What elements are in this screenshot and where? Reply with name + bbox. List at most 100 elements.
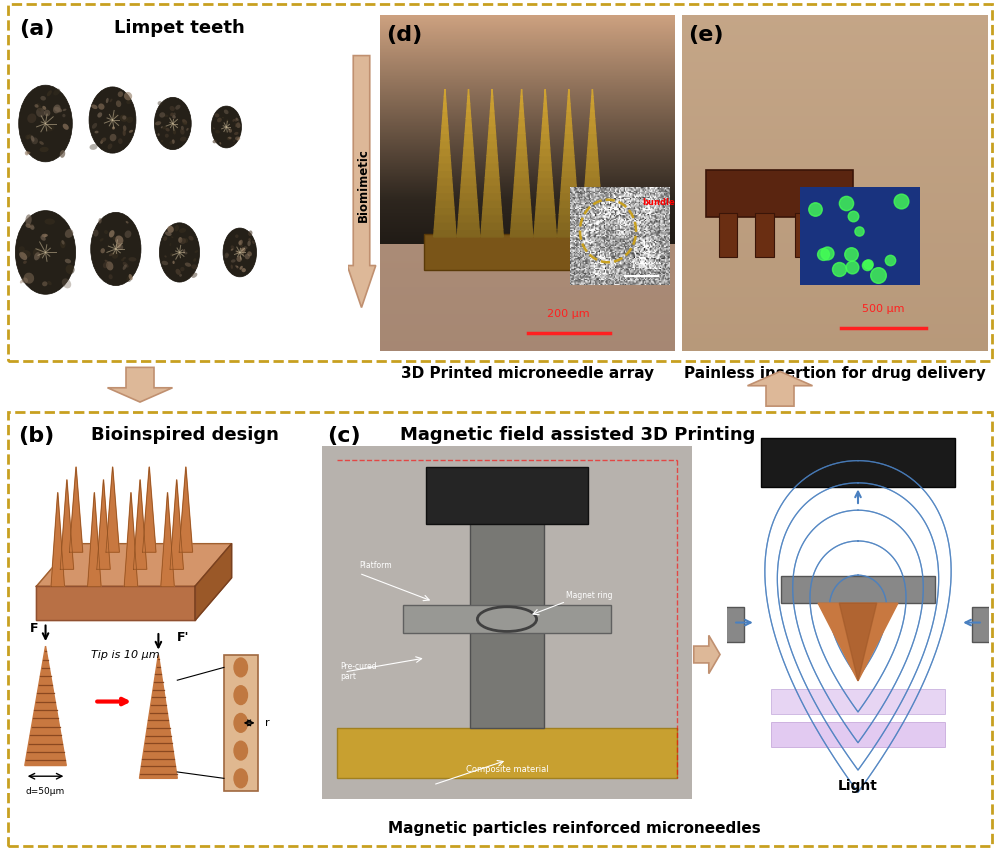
Ellipse shape: [47, 125, 54, 132]
Polygon shape: [124, 492, 138, 586]
Ellipse shape: [20, 280, 23, 284]
Ellipse shape: [123, 125, 126, 131]
Polygon shape: [36, 544, 232, 586]
Ellipse shape: [40, 235, 46, 241]
Ellipse shape: [42, 234, 48, 237]
Polygon shape: [441, 133, 449, 141]
Ellipse shape: [236, 122, 241, 128]
Polygon shape: [436, 200, 454, 207]
Polygon shape: [69, 467, 83, 552]
Ellipse shape: [157, 133, 160, 136]
Polygon shape: [588, 133, 596, 141]
Ellipse shape: [62, 279, 71, 288]
Polygon shape: [442, 119, 448, 126]
Circle shape: [234, 769, 247, 788]
Circle shape: [234, 658, 247, 677]
Ellipse shape: [66, 264, 75, 275]
Polygon shape: [51, 492, 64, 586]
Ellipse shape: [19, 85, 72, 162]
Ellipse shape: [233, 143, 235, 144]
Ellipse shape: [235, 137, 240, 140]
Ellipse shape: [170, 253, 174, 257]
Ellipse shape: [97, 112, 102, 117]
Polygon shape: [537, 185, 553, 193]
Polygon shape: [559, 207, 578, 215]
Ellipse shape: [65, 229, 73, 238]
Ellipse shape: [23, 261, 27, 264]
Text: (e): (e): [688, 26, 724, 45]
Polygon shape: [488, 133, 496, 141]
Polygon shape: [520, 104, 523, 111]
FancyBboxPatch shape: [972, 607, 994, 642]
Ellipse shape: [60, 150, 65, 158]
Polygon shape: [440, 141, 449, 148]
Polygon shape: [591, 97, 594, 104]
Polygon shape: [486, 163, 498, 170]
Polygon shape: [463, 148, 474, 156]
Polygon shape: [562, 170, 576, 178]
Polygon shape: [468, 89, 469, 97]
Polygon shape: [458, 215, 479, 222]
Polygon shape: [143, 467, 156, 552]
Ellipse shape: [123, 130, 126, 136]
Ellipse shape: [172, 116, 176, 119]
Polygon shape: [511, 222, 532, 230]
Ellipse shape: [179, 228, 186, 233]
Polygon shape: [88, 492, 101, 586]
Polygon shape: [462, 170, 475, 178]
Ellipse shape: [244, 246, 248, 249]
Polygon shape: [483, 207, 502, 215]
Polygon shape: [519, 111, 524, 119]
Polygon shape: [466, 119, 471, 126]
Polygon shape: [440, 148, 450, 156]
Text: 1 μm: 1 μm: [631, 261, 651, 270]
FancyBboxPatch shape: [771, 688, 945, 714]
Ellipse shape: [167, 226, 174, 233]
Polygon shape: [584, 193, 601, 200]
Ellipse shape: [31, 135, 34, 142]
Ellipse shape: [240, 266, 243, 269]
Polygon shape: [582, 222, 603, 230]
Ellipse shape: [31, 138, 38, 145]
Polygon shape: [465, 133, 472, 141]
Ellipse shape: [180, 128, 185, 134]
FancyBboxPatch shape: [771, 722, 945, 747]
Ellipse shape: [115, 235, 123, 245]
Polygon shape: [582, 215, 602, 222]
FancyArrow shape: [748, 371, 812, 406]
Ellipse shape: [238, 122, 240, 124]
Point: [819, 246, 835, 260]
FancyBboxPatch shape: [781, 576, 935, 604]
Polygon shape: [590, 119, 595, 126]
Ellipse shape: [36, 103, 42, 111]
Polygon shape: [436, 193, 453, 200]
Ellipse shape: [179, 274, 182, 277]
FancyBboxPatch shape: [722, 607, 744, 642]
Ellipse shape: [127, 116, 133, 123]
Ellipse shape: [25, 214, 32, 225]
Ellipse shape: [241, 247, 246, 252]
Ellipse shape: [184, 252, 187, 254]
Ellipse shape: [36, 108, 45, 117]
Ellipse shape: [181, 126, 184, 130]
Ellipse shape: [247, 241, 251, 246]
Ellipse shape: [25, 151, 29, 156]
Ellipse shape: [188, 235, 194, 241]
Polygon shape: [489, 119, 495, 126]
Point: [882, 253, 898, 267]
Point: [815, 247, 831, 261]
Ellipse shape: [241, 268, 246, 272]
Ellipse shape: [191, 273, 197, 278]
Polygon shape: [461, 185, 476, 193]
Polygon shape: [106, 467, 119, 552]
Text: (d): (d): [386, 26, 422, 45]
Polygon shape: [558, 222, 579, 230]
Polygon shape: [564, 148, 574, 156]
Ellipse shape: [95, 131, 99, 133]
Polygon shape: [560, 193, 577, 200]
Ellipse shape: [98, 104, 105, 110]
Ellipse shape: [110, 99, 113, 102]
Ellipse shape: [170, 106, 175, 111]
Ellipse shape: [183, 249, 185, 253]
Ellipse shape: [245, 253, 250, 259]
